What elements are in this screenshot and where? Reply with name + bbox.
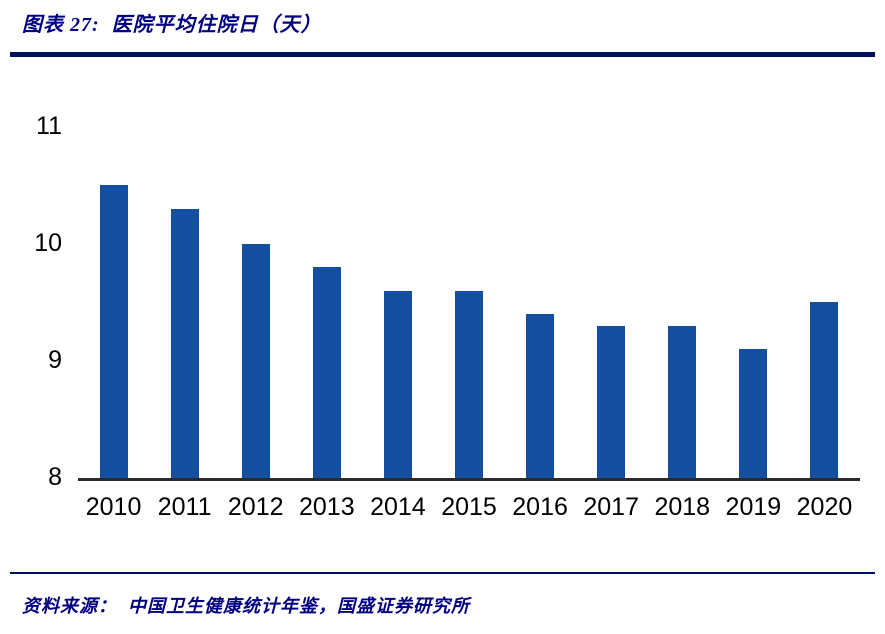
bar-2010 [99,185,128,478]
title-divider [10,52,875,57]
y-tick-label-9: 9 [48,346,62,374]
source-note: 资料来源： 中国卫生健康统计年鉴，国盛证券研究所 [22,596,470,616]
bar-2016 [526,314,555,478]
x-tick-label-2020: 2020 [796,493,853,521]
y-tick-label-8: 8 [48,463,62,491]
bar-2019 [739,349,768,478]
bar-chart-plot-area: 2010 2011 2012 2013 2014 2015 2016 2017 2018 2019… [34,112,860,521]
x-tick-label-2010: 2010 [85,493,142,521]
footer-divider [10,572,875,574]
bar-2011 [170,209,199,478]
x-tick-label-2018: 2018 [654,493,711,521]
bar-2012 [241,244,270,478]
x-tick-label-2011: 2011 [157,493,212,521]
x-tick-label-2013: 2013 [299,493,355,521]
x-tick-label-2019: 2019 [725,493,782,521]
x-tick-label-2017: 2017 [583,493,639,521]
y-tick-label-10: 10 [34,229,62,257]
y-tick-label-11: 11 [36,112,62,140]
x-tick-label-2015: 2015 [441,493,497,521]
bar-2014 [383,291,412,478]
x-tick-label-2012: 2012 [227,493,284,521]
bar-2017 [597,326,626,478]
bar-2020 [810,302,839,478]
bar-2018 [668,326,697,478]
x-tick-label-2016: 2016 [512,493,568,521]
bar-2013 [312,267,341,478]
bar-2015 [455,291,483,478]
figure-title: 图表 27: 医院平均住院日（天） [22,14,322,36]
x-tick-label-2014: 2014 [370,493,426,521]
